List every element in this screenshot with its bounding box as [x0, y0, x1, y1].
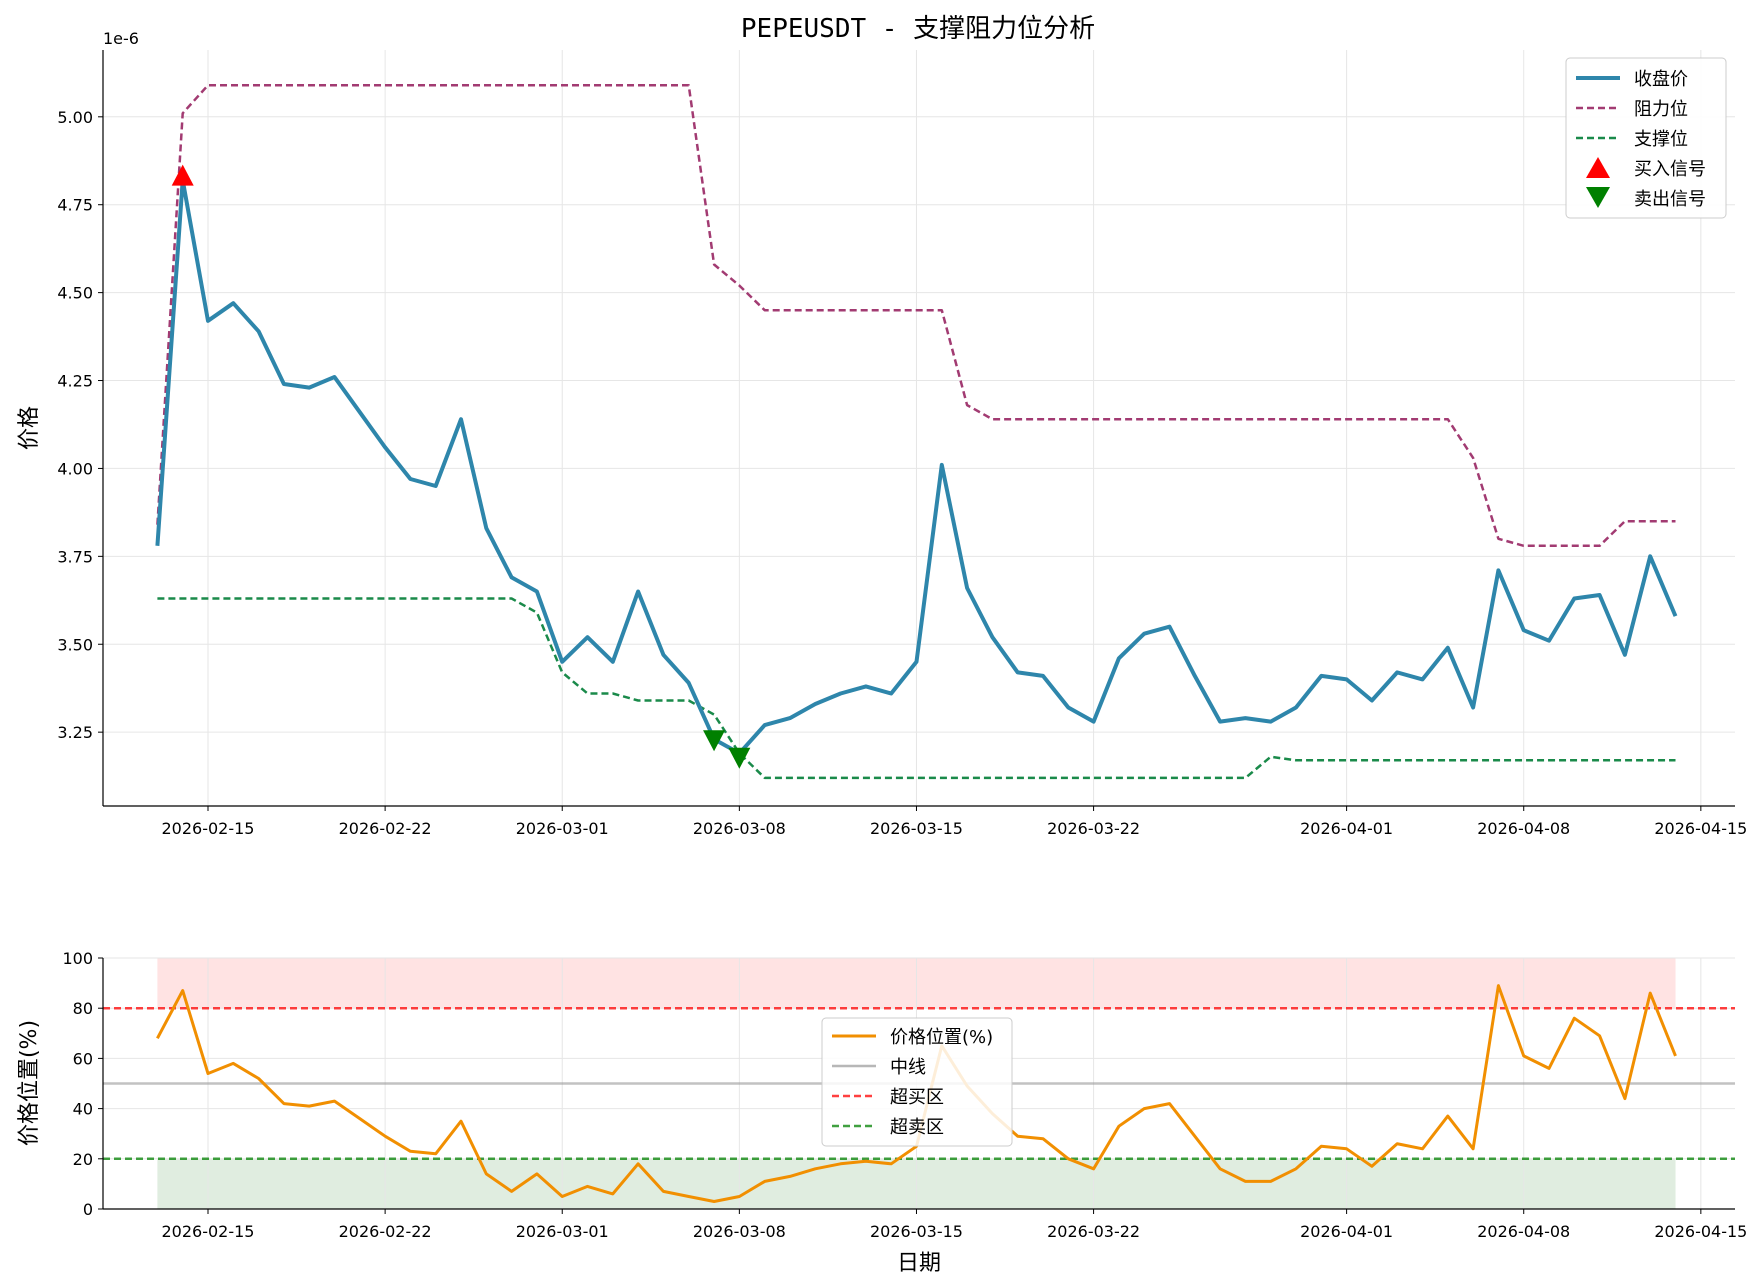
legend-position-label: 价格位置(%)	[890, 1027, 993, 1048]
legend-resistance-label: 阻力位	[1634, 99, 1688, 120]
position-x-tick-label: 2026-04-08	[1477, 1222, 1570, 1241]
price-y-tick-label: 3.75	[57, 547, 93, 566]
position-x-tick-label: 2026-02-15	[162, 1222, 255, 1241]
position-y-tick-label: 0	[83, 1200, 93, 1219]
price-x-ticks: 2026-02-15 2026-02-22 2026-03-01 2026-03-08…	[162, 806, 1747, 838]
position-y-tick-label: 80	[73, 999, 93, 1018]
sell-signal-marker	[703, 730, 726, 752]
legend-midline-label: 中线	[890, 1057, 926, 1078]
price-x-tick-label: 2026-03-08	[693, 819, 786, 838]
position-x-tick-label: 2026-04-15	[1654, 1222, 1747, 1241]
price-x-tick-label: 2026-04-15	[1654, 819, 1747, 838]
price-x-tick-label: 2026-04-08	[1477, 819, 1570, 838]
price-panel: 3.25 3.50 3.75 4.00 4.25 4.50 4.75 5.00 2026-02…	[17, 14, 1747, 838]
legend-overbought-label: 超买区	[890, 1087, 944, 1108]
position-y-axis-title: 价格位置(%)	[17, 1020, 42, 1146]
price-x-tick-label: 2026-02-15	[162, 819, 255, 838]
price-y-axis-title: 价格	[17, 406, 42, 450]
price-resistance-line	[156, 83, 1676, 548]
price-legend: 收盘价 阻力位 支撑位 买入信号 卖出信号	[1565, 57, 1727, 219]
price-series-lines	[155, 83, 1678, 780]
price-y-tick-label: 4.50	[57, 284, 93, 303]
sell-signal-marker	[728, 747, 751, 769]
position-x-tick-label: 2026-02-22	[339, 1222, 432, 1241]
position-y-tick-label: 20	[73, 1150, 93, 1169]
position-y-ticks: 0 20 40 60 80 100	[62, 949, 103, 1219]
position-x-ticks: 2026-02-15 2026-02-22 2026-03-01 2026-03-08…	[162, 1209, 1747, 1241]
price-x-tick-label: 2026-03-01	[516, 819, 609, 838]
legend-close-label: 收盘价	[1634, 69, 1688, 90]
price-x-tick-label: 2026-03-22	[1047, 819, 1140, 838]
price-x-tick-label: 2026-04-01	[1300, 819, 1393, 838]
price-grid	[103, 50, 1735, 806]
price-y-tick-label: 4.00	[57, 459, 93, 478]
price-y-tick-label: 3.50	[57, 635, 93, 654]
position-x-tick-label: 2026-04-01	[1300, 1222, 1393, 1241]
y-offset-label: 1e-6	[103, 29, 139, 48]
position-x-tick-label: 2026-03-15	[870, 1222, 963, 1241]
position-y-tick-label: 40	[73, 1100, 93, 1119]
position-x-tick-label: 2026-03-08	[693, 1222, 786, 1241]
price-y-tick-label: 4.25	[57, 372, 93, 391]
buy-signal-marker	[171, 164, 194, 186]
legend-buy-swatch	[1586, 157, 1610, 178]
price-y-tick-label: 5.00	[57, 108, 93, 127]
price-y-tick-label: 3.25	[57, 723, 93, 742]
position-x-tick-label: 2026-03-01	[516, 1222, 609, 1241]
position-x-tick-label: 2026-03-22	[1047, 1222, 1140, 1241]
price-support-line	[157, 597, 1676, 780]
position-y-tick-label: 100	[62, 949, 93, 968]
signal-markers	[171, 164, 751, 769]
legend-buy-label: 买入信号	[1634, 159, 1706, 180]
legend-support-label: 支撑位	[1634, 129, 1688, 150]
price-x-tick-label: 2026-02-22	[339, 819, 432, 838]
position-y-tick-label: 60	[73, 1049, 93, 1068]
legend-sell-swatch	[1586, 187, 1610, 208]
position-legend-box	[821, 1017, 1013, 1147]
price-y-ticks: 3.25 3.50 3.75 4.00 4.25 4.50 4.75 5.00	[57, 108, 103, 742]
price-y-tick-label: 4.75	[57, 196, 93, 215]
position-legend: 价格位置(%) 中线 超买区 超卖区	[821, 1017, 1013, 1147]
price-close-line	[155, 178, 1678, 756]
chart-title: PEPEUSDT - 支撑阻力位分析	[741, 14, 1095, 44]
legend-oversold-label: 超卖区	[890, 1117, 944, 1138]
price-x-tick-label: 2026-03-15	[870, 819, 963, 838]
position-panel: 0 20 40 60 80 100 2026-02-15 2026-02-22 2026-03…	[17, 949, 1747, 1276]
legend-sell-label: 卖出信号	[1634, 189, 1706, 210]
position-x-axis-title: 日期	[897, 1251, 941, 1276]
